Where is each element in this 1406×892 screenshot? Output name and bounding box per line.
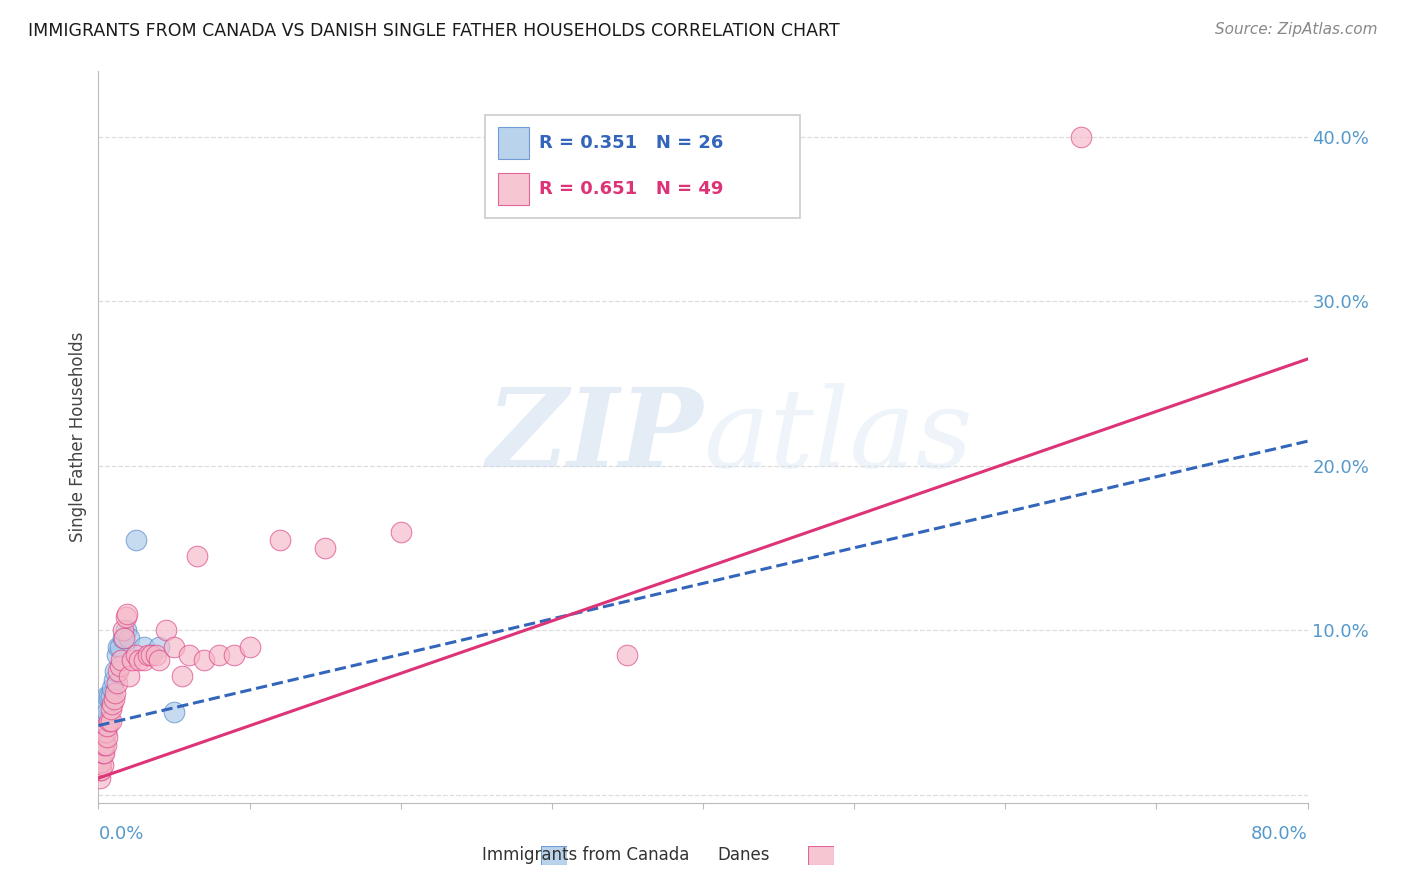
Point [148, 640, 170, 654]
Point [145, 648, 167, 662]
Point [163, 706, 186, 720]
Point [100, 702, 122, 716]
Point [224, 648, 246, 662]
Text: IMMIGRANTS FROM CANADA VS DANISH SINGLE FATHER HOUSEHOLDS CORRELATION CHART: IMMIGRANTS FROM CANADA VS DANISH SINGLE … [28, 22, 839, 40]
Point [155, 624, 177, 638]
Point [269, 533, 291, 547]
Point [100, 689, 122, 703]
Text: Immigrants from Canada: Immigrants from Canada [482, 846, 689, 863]
Y-axis label: Single Father Households: Single Father Households [69, 332, 87, 542]
Point [96, 718, 118, 732]
Point [114, 624, 136, 638]
Point [1070, 130, 1092, 145]
Point [108, 659, 131, 673]
Point [90, 751, 112, 765]
Point [103, 692, 125, 706]
Point [93, 747, 115, 761]
Text: atlas: atlas [703, 384, 973, 491]
Point [177, 648, 201, 662]
Point [90, 741, 112, 756]
Point [91, 739, 114, 753]
Point [193, 653, 215, 667]
Point [111, 632, 134, 646]
Point [112, 632, 135, 646]
Point [141, 648, 163, 662]
Point [107, 665, 129, 679]
Text: 80.0%: 80.0% [1251, 825, 1308, 843]
Text: Danes: Danes [717, 846, 769, 863]
Text: 0.0%: 0.0% [98, 825, 143, 843]
Point [93, 730, 115, 744]
Point [107, 640, 129, 654]
Point [98, 689, 121, 703]
Point [100, 714, 122, 728]
Point [118, 632, 141, 646]
Point [114, 610, 136, 624]
Point [163, 640, 186, 654]
Point [91, 758, 114, 772]
Point [94, 739, 117, 753]
Point [125, 648, 148, 662]
Point [118, 669, 141, 683]
Text: ZIP: ZIP [486, 384, 703, 491]
Point [96, 689, 118, 703]
Point [128, 653, 150, 667]
Text: Source: ZipAtlas.com: Source: ZipAtlas.com [1215, 22, 1378, 37]
Point [96, 730, 118, 744]
Point [239, 640, 262, 654]
Point [90, 755, 112, 769]
Point [93, 739, 115, 753]
Point [91, 725, 114, 739]
Point [105, 675, 128, 690]
Point [108, 640, 131, 654]
Point [186, 549, 208, 564]
Point [389, 524, 412, 539]
Point [170, 669, 193, 683]
Point [110, 653, 132, 667]
Point [94, 697, 117, 711]
Point [148, 653, 170, 667]
Point [105, 648, 128, 662]
Point [136, 648, 159, 662]
Point [90, 763, 112, 777]
Point [125, 533, 148, 547]
Point [132, 653, 155, 667]
Point [98, 714, 121, 728]
Point [91, 747, 114, 761]
Point [89, 771, 111, 785]
Point [89, 755, 111, 769]
Point [115, 607, 138, 621]
Point [132, 640, 155, 654]
Point [121, 653, 143, 667]
Point [96, 706, 118, 720]
Point [314, 541, 336, 555]
Point [94, 725, 117, 739]
Point [94, 714, 117, 728]
Point [208, 648, 231, 662]
Point [104, 665, 127, 679]
Point [111, 624, 134, 638]
Point [101, 697, 124, 711]
Point [93, 718, 115, 732]
Point [89, 763, 111, 777]
Point [103, 673, 125, 687]
Point [104, 686, 127, 700]
Point [101, 681, 124, 695]
Point [616, 648, 638, 662]
